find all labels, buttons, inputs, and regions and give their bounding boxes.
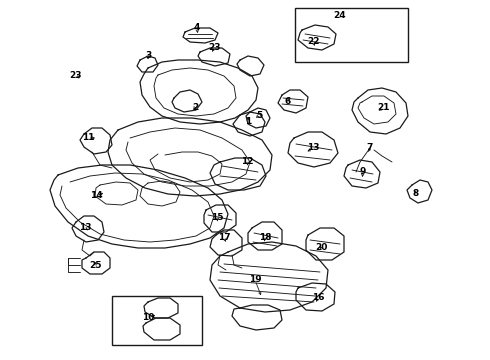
Text: 14: 14 xyxy=(90,192,102,201)
Text: 23: 23 xyxy=(208,44,220,53)
Text: 10: 10 xyxy=(142,314,154,323)
Text: 7: 7 xyxy=(367,144,373,153)
Text: 25: 25 xyxy=(89,261,101,270)
Text: 22: 22 xyxy=(307,37,319,46)
Text: 2: 2 xyxy=(192,103,198,112)
Text: 19: 19 xyxy=(249,275,261,284)
Text: 6: 6 xyxy=(285,96,291,105)
Text: 13: 13 xyxy=(79,224,91,233)
Text: 16: 16 xyxy=(312,293,324,302)
Text: 13: 13 xyxy=(307,144,319,153)
Text: 23: 23 xyxy=(69,71,81,80)
Bar xyxy=(295,8,408,62)
Text: 3: 3 xyxy=(145,50,151,59)
Text: 20: 20 xyxy=(315,243,327,252)
Text: 4: 4 xyxy=(194,23,200,32)
Text: 9: 9 xyxy=(360,167,366,176)
Text: 17: 17 xyxy=(218,234,230,243)
Text: 8: 8 xyxy=(413,189,419,198)
Bar xyxy=(112,296,202,345)
Text: 24: 24 xyxy=(334,10,346,19)
Text: 18: 18 xyxy=(259,234,271,243)
Text: 11: 11 xyxy=(82,134,94,143)
Text: 15: 15 xyxy=(211,213,223,222)
Text: 1: 1 xyxy=(245,117,251,126)
Text: 21: 21 xyxy=(377,104,389,112)
Text: 12: 12 xyxy=(241,158,253,166)
Text: 5: 5 xyxy=(256,111,262,120)
